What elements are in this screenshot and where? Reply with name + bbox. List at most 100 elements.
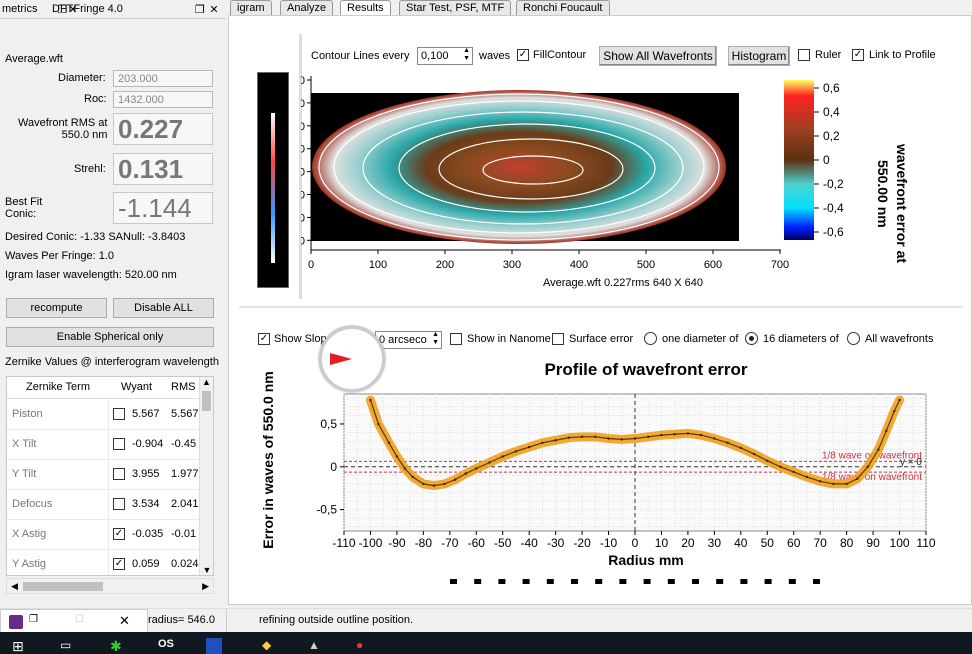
bestfit-label: Best Fit Conic: xyxy=(5,196,42,220)
sixteen-diameters-radio[interactable] xyxy=(745,332,758,345)
y-tick-label: 400 xyxy=(301,144,305,156)
term-header[interactable]: Zernike Term xyxy=(26,381,90,393)
profile-point xyxy=(453,478,457,481)
dftfringe-tab[interactable]: DFTFringe 4.0 ❐ ✕ xyxy=(38,0,226,18)
zernike-row[interactable]: Piston 5.567 5.567 xyxy=(7,400,199,430)
wavefront-thumbnail[interactable] xyxy=(257,72,289,288)
ruler-checkbox[interactable] xyxy=(798,49,810,61)
tab-analyze[interactable]: Analyze xyxy=(280,0,334,15)
profile-point xyxy=(403,467,407,470)
zernike-row[interactable]: X Astig ✓ -0.035 -0.01 xyxy=(7,520,199,550)
maximize-icon[interactable]: ☐ xyxy=(75,614,84,625)
float-icon[interactable]: ❐ xyxy=(194,3,205,16)
show-nm-checkbox[interactable] xyxy=(450,333,462,345)
contour-plot[interactable]: 7006005004003002001000010020030040050060… xyxy=(301,70,951,302)
x-tick-label: 60 xyxy=(787,536,801,550)
x-tick-label: 20 xyxy=(681,536,695,550)
spin-arrows-icon[interactable]: ▲ ▼ xyxy=(463,47,470,62)
zernike-row[interactable]: Y Tilt 3.955 1.977 xyxy=(7,460,199,490)
zernike-checkbox[interactable] xyxy=(113,498,125,510)
scroll-left-icon[interactable]: ◀ xyxy=(11,581,18,591)
profile-point xyxy=(580,435,584,439)
colorbar-tick-label: 0,6 xyxy=(823,81,840,95)
profile-point xyxy=(766,459,769,462)
app-os-icon[interactable]: OS xyxy=(158,638,174,650)
close-icon[interactable]: ✕ xyxy=(119,613,130,628)
app-blue-icon[interactable] xyxy=(206,638,222,654)
profile-point xyxy=(488,461,491,464)
zernike-row[interactable]: Y Astig ✓ 0.059 0.024 xyxy=(7,550,199,575)
radius-markers xyxy=(450,579,820,584)
zernike-header: Zernike Term Wyant RMS xyxy=(7,377,199,399)
tab-star-test[interactable]: Star Test, PSF, MTF xyxy=(399,0,512,15)
one-diameter-radio[interactable] xyxy=(644,332,657,345)
profile-line xyxy=(369,399,901,487)
x-tick-label: -20 xyxy=(573,536,591,550)
profile-point xyxy=(395,455,399,458)
app-green-icon[interactable]: ✱ xyxy=(110,638,122,654)
profile-point xyxy=(832,482,835,486)
zernike-checkbox[interactable] xyxy=(113,468,125,480)
radius-marker xyxy=(764,579,772,584)
app-grey-icon[interactable]: ▲ xyxy=(308,638,320,652)
wyant-header[interactable]: Wyant xyxy=(121,381,153,393)
x-tick-label: -50 xyxy=(494,536,512,550)
recompute-button[interactable]: recompute xyxy=(6,298,107,318)
zernike-row[interactable]: Defocus 3.534 2.041 xyxy=(7,490,199,520)
float-icon[interactable]: ❐ xyxy=(57,3,68,16)
surface-error-checkbox[interactable] xyxy=(552,333,564,345)
vertical-scrollbar[interactable]: ▲ ▼ xyxy=(199,377,213,575)
tab-igram[interactable]: igram xyxy=(230,0,272,15)
eighth-wave-label: 1/8 wave on wavefront xyxy=(822,472,922,483)
scroll-down-icon[interactable]: ▼ xyxy=(202,565,212,575)
zernike-term: X Astig xyxy=(12,528,47,540)
all-wavefronts-radio[interactable] xyxy=(847,332,860,345)
scroll-right-icon[interactable]: ▶ xyxy=(202,581,209,591)
rms-header[interactable]: RMS xyxy=(171,381,196,393)
colorbar-tick-label: 0,2 xyxy=(823,129,840,143)
profile-chart[interactable]: Profile of wavefront error -110 -100 -90 -8… xyxy=(241,354,941,584)
slope-spinbox[interactable]: 0 arcseco ▲ ▼ xyxy=(375,331,442,349)
scroll-up-icon[interactable]: ▲ xyxy=(202,377,211,387)
tab-results[interactable]: Results xyxy=(340,0,391,16)
wavefront-ellipse xyxy=(312,90,726,244)
spin-arrows-icon[interactable]: ▲ ▼ xyxy=(432,331,439,346)
fill-contour-checkbox[interactable]: ✓ xyxy=(517,49,529,61)
zernike-checkbox[interactable] xyxy=(113,408,125,420)
close-icon[interactable]: ✕ xyxy=(68,3,78,16)
desired-conic: Desired Conic: -1.33 SANull: -3.8403 xyxy=(5,231,186,243)
enable-spherical-button[interactable]: Enable Spherical only xyxy=(6,327,214,347)
disable-all-button[interactable]: Disable ALL xyxy=(113,298,214,318)
zernike-checkbox[interactable]: ✓ xyxy=(113,528,125,540)
contour-spinbox[interactable]: 0,100 ▲ ▼ xyxy=(417,47,473,65)
profile-point xyxy=(475,467,478,470)
diameter-field: 203.000 xyxy=(113,70,213,87)
horizontal-scrollbar[interactable]: ◀ ▶ xyxy=(6,578,214,594)
hscroll-thumb[interactable] xyxy=(23,582,103,591)
app-red-icon[interactable]: ● xyxy=(356,638,364,652)
metrics-tab[interactable]: metrics ❐ ✕ xyxy=(0,0,78,18)
compass-dial[interactable] xyxy=(319,326,385,392)
zernike-row[interactable]: X Tilt -0.904 -0.45 xyxy=(7,430,199,460)
profile-point xyxy=(554,439,557,442)
app-yellow-icon[interactable]: ◆ xyxy=(262,638,272,652)
mini-window[interactable]: ❐ ☐ ✕ xyxy=(0,609,148,633)
zernike-checkbox[interactable] xyxy=(113,438,125,450)
zernike-checkbox[interactable]: ✓ xyxy=(113,558,125,570)
link-profile-checkbox[interactable]: ✓ xyxy=(852,49,864,61)
close-icon[interactable]: ✕ xyxy=(209,3,219,16)
restore-icon[interactable]: ❐ xyxy=(29,614,38,625)
windows-start-icon[interactable]: ⊞ xyxy=(12,638,24,654)
metrics-dock: metrics ❐ ✕ DFTFringe 4.0 ❐ ✕ Average.wf… xyxy=(0,0,226,605)
y-tick-label: 0,5 xyxy=(320,417,337,431)
task-view-icon[interactable]: ▭ xyxy=(60,638,72,652)
tab-ronchi[interactable]: Ronchi Foucault xyxy=(516,0,610,15)
x-tick-label: 70 xyxy=(814,536,828,550)
histogram-button[interactable]: Histogram xyxy=(728,46,790,66)
scroll-thumb[interactable] xyxy=(202,391,211,411)
zernike-wyant: -0.035 xyxy=(132,528,164,540)
contour-caption: Average.wft 0.227rms 640 X 640 xyxy=(543,277,704,289)
show-slope-checkbox[interactable]: ✓ xyxy=(258,333,270,345)
link-profile-label: Link to Profile xyxy=(869,49,936,61)
show-all-wavefronts-button[interactable]: Show All Wavefronts xyxy=(599,46,717,66)
